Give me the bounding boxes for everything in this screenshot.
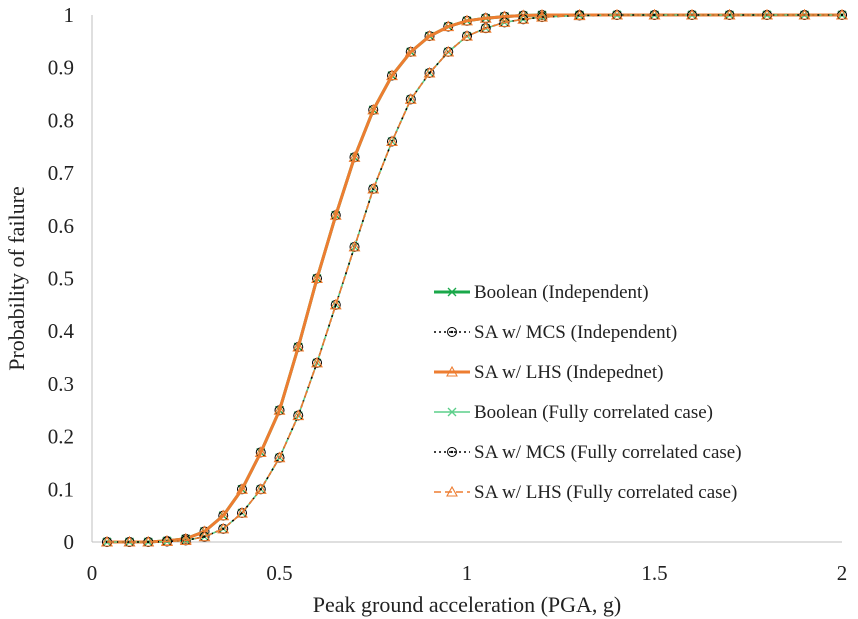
y-tick-label: 0.5: [48, 267, 74, 291]
y-tick-label: 0.9: [48, 56, 74, 80]
data-point: [386, 135, 398, 147]
legend-item: Boolean (Fully correlated case): [434, 402, 713, 423]
y-tick-label: 0.1: [48, 477, 74, 501]
data-point: [423, 29, 436, 41]
legend-marker: [447, 327, 457, 337]
data-point: [836, 8, 848, 20]
data-point: [236, 506, 248, 518]
data-point: [461, 14, 473, 26]
data-point: [329, 209, 342, 220]
y-tick-label: 0.2: [48, 425, 74, 449]
data-point: [367, 103, 380, 115]
axes: 0 0.5 1 1.5 2 0 0.1 0.2 0.3 0.4 0.5 0.6 0.7 0.8 0.9 1: [48, 3, 848, 585]
y-tick-label: 0.6: [48, 214, 74, 238]
data-point: [611, 8, 623, 20]
data-point: [498, 10, 511, 22]
legend-marker: [446, 365, 458, 377]
series-4: [102, 10, 847, 547]
data-point: [404, 45, 417, 57]
legend-marker: [446, 485, 458, 497]
legend-label: SA w/ MCS (Fully correlated case): [474, 442, 742, 463]
data-point: [198, 525, 211, 537]
data-point: [479, 22, 492, 33]
data-point: [761, 8, 773, 20]
y-tick-label: 0.4: [48, 319, 75, 343]
data-point: [217, 522, 230, 534]
series-6: [101, 8, 848, 547]
data-point: [423, 66, 436, 78]
data-point: [348, 240, 361, 252]
data-point: [217, 509, 230, 521]
series-5: [102, 10, 847, 547]
y-tick-label: 0: [64, 530, 75, 554]
data-point: [273, 451, 286, 463]
legend-label: SA w/ LHS (Fully correlated case): [474, 482, 737, 503]
data-point: [367, 182, 380, 194]
data-point: [101, 535, 113, 547]
data-point: [254, 446, 267, 457]
y-tick-label: 0.7: [48, 161, 74, 185]
series-line: [107, 14, 842, 543]
legend-item: SA w/ LHS (Fully correlated case): [434, 482, 737, 503]
data-point: [648, 8, 661, 20]
legend-label: Boolean (Fully correlated case): [474, 402, 713, 423]
y-tick-label: 1: [64, 3, 75, 27]
legend-item: SA w/ MCS (Independent): [434, 322, 677, 343]
y-tick-label: 0.3: [48, 372, 74, 396]
legend-item: Boolean (Independent): [434, 282, 649, 303]
legend-item: SA w/ MCS (Fully correlated case): [434, 442, 742, 463]
data-point: [254, 483, 267, 494]
x-tick-label: 1.5: [641, 561, 667, 585]
data-point: [311, 356, 323, 368]
legend-label: SA w/ MCS (Independent): [474, 322, 677, 343]
data-point: [273, 404, 286, 415]
data-point: [292, 409, 305, 421]
data-point: [142, 535, 155, 547]
data-point: [723, 8, 736, 20]
data-point: [123, 535, 136, 547]
data-point: [404, 93, 417, 104]
legend: Boolean (Independent) SA w/ MCS (Independ…: [434, 282, 742, 503]
data-point: [517, 13, 530, 24]
data-point: [179, 534, 192, 545]
x-tick-label: 0.5: [266, 561, 292, 585]
data-point: [461, 29, 473, 41]
data-point: [198, 530, 211, 542]
data-point: [442, 45, 455, 57]
legend-marker: [447, 287, 457, 297]
data-point: [292, 340, 305, 352]
legend-label: Boolean (Independent): [474, 282, 649, 303]
series-2: [102, 10, 847, 547]
series-3: [101, 8, 848, 547]
data-point: [536, 10, 548, 22]
x-tick-label: 1: [462, 561, 473, 585]
legend-marker: [447, 447, 457, 457]
data-point: [386, 69, 398, 81]
data-point: [236, 483, 248, 494]
plot-area: [101, 8, 848, 547]
legend-label: SA w/ LHS (Indepednet): [474, 362, 663, 383]
y-axis-title: Probability of failure: [4, 186, 29, 371]
legend-item: SA w/ LHS (Indepednet): [434, 362, 663, 383]
x-tick-label: 2: [837, 561, 848, 585]
data-point: [329, 298, 342, 310]
series-1: [102, 10, 847, 547]
x-tick-label: 0: [87, 561, 98, 585]
data-point: [686, 8, 698, 20]
data-point: [311, 272, 323, 284]
data-point: [798, 8, 811, 20]
data-point: [161, 535, 173, 547]
y-tick-label: 0.8: [48, 108, 74, 132]
x-axis-title: Peak ground acceleration (PGA, g): [313, 592, 622, 617]
data-point: [498, 16, 511, 27]
data-point: [573, 9, 586, 21]
data-point: [348, 151, 361, 162]
data-point: [442, 20, 455, 32]
legend-marker: [447, 407, 457, 417]
